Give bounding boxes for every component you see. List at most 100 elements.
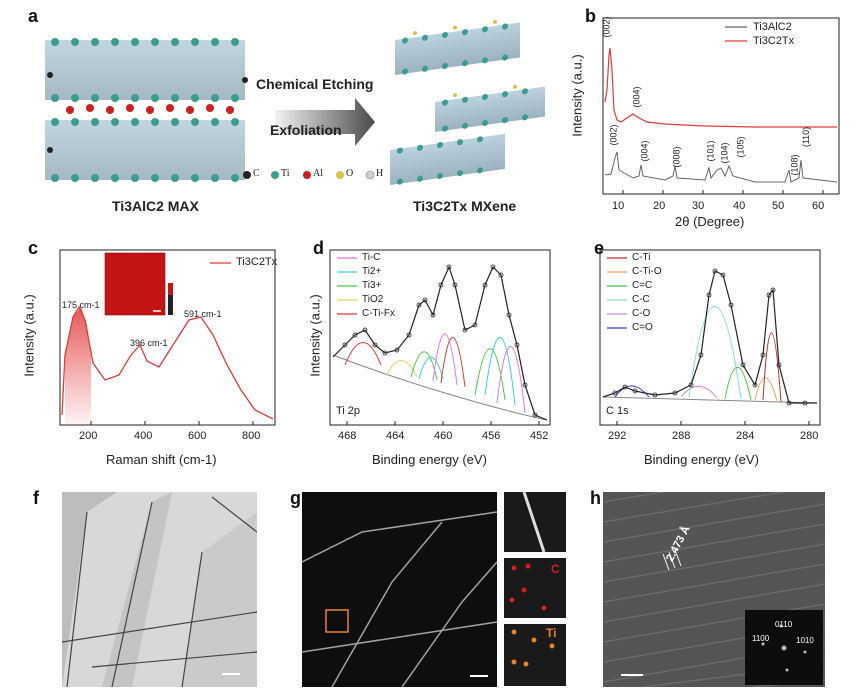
eds-map-c-label: C [551,562,560,576]
ti2p-legend-ti3: Ti3+ [362,280,382,291]
raman-peak-396: 396 cm-1 [130,338,168,348]
xrd-peak-mxene-004: (004) [631,86,642,108]
legend-ti: Ti [281,168,290,179]
raman-ylabel: Intensity (a.u.) [21,294,37,377]
raman-peak-591: 591 cm-1 [184,309,222,319]
hrtem-image-h [603,492,825,687]
raman-xtick-600: 600 [188,430,207,442]
panel-c-label: c [28,238,39,258]
c1s-xtick-292: 292 [608,430,627,442]
c1s-tag: C 1s [606,405,629,417]
ti2p-envelope [332,265,548,421]
c1s-xlabel: Binding energy (eV) [644,452,759,467]
fft-label-1100: 1100 [752,634,770,643]
fft-label-0110: 0110 [775,620,793,629]
legend-o: O [346,168,354,179]
panel-a-label: a [28,6,39,26]
max-material-label: Ti3AlC2 MAX [112,198,199,214]
stem-image-g [302,492,497,687]
c1s-legend-co: C-O [632,308,651,319]
eds-map-ti-label: Ti [546,626,557,640]
ti2p-component-ti2-2 [484,337,516,406]
c1s-component-ctio [754,377,778,402]
xrd-xtick-60: 60 [812,200,825,212]
ti2p-chart [329,249,551,426]
c1s-legend-cti: C-Ti [632,252,651,263]
c1s-component-cco [680,385,718,399]
ti2p-xtick-468: 468 [338,430,357,442]
c1s-xtick-284: 284 [736,430,755,442]
ti2p-component-ctifx [344,342,382,366]
panel-e-label: e [594,238,605,258]
xrd-peak-max-104: (104) [719,142,730,164]
xrd-xtick-40: 40 [733,200,746,212]
xrd-xtick-50: 50 [772,200,785,212]
legend-c: C [253,168,260,179]
ti2p-xtick-456: 456 [482,430,501,442]
xrd-xtick-20: 20 [653,200,666,212]
c1s-legend-cc: C-C [632,294,650,305]
raman-legend: Ti3C2Tx [236,256,278,268]
tem-image-f [62,492,257,687]
c1s-component-cti [762,332,782,403]
process-step-exfoliation: Exfoliation [270,122,342,138]
xrd-peak-max-004: (004) [639,140,650,162]
ti2p-xtick-464: 464 [386,430,405,442]
c1s-component-cce [724,366,752,401]
xrd-peak-max-008: (008) [671,146,682,168]
xrd-peak-max-002: (002) [608,124,619,146]
c1s-component-cc [688,306,742,400]
ti2p-legend-tic: Ti-C [362,252,381,263]
panel-h-label: h [590,488,601,508]
raman-peak-175: 175 cm-1 [62,300,100,310]
xrd-peak-mxene-002: (002) [601,16,612,38]
c1s-envelope [602,270,817,404]
ti2p-component-tic-3 [496,346,526,414]
panel-d-label: d [313,238,324,258]
xrd-chart [602,17,840,195]
xrd-peak-max-105: (105) [735,136,746,158]
ti2p-legend-ctifx: C-Ti-Fx [362,308,395,319]
xrd-peak-max-110: (110) [801,126,812,148]
ti2p-legend-tio2: TiO2 [362,294,384,305]
ti2p-background [332,354,548,421]
ti2p-component-tio2 [386,360,418,378]
ti2p-component-tic [432,333,458,386]
ti2p-ylabel: Intensity (a.u.) [307,294,323,377]
raman-series [61,305,274,420]
ti2p-frame [329,249,551,426]
ti2p-component-ti3 [410,351,438,381]
raman-xtick-800: 800 [242,430,261,442]
xrd-xtick-30: 30 [692,200,705,212]
fft-label-1010: 1010 [796,636,814,645]
ti2p-xlabel: Binding energy (eV) [372,452,487,467]
raman-map-inset [105,253,165,315]
xrd-frame [602,17,840,195]
xrd-xtick-10: 10 [612,200,625,212]
c1s-legend-cdo: C=O [632,322,653,333]
panel-g-label: g [290,488,301,508]
process-arrow [275,98,375,146]
panel-a-schematic [45,20,545,185]
xrd-xlabel: 2θ (Degree) [675,214,745,229]
xrd-peak-max-108: (108) [789,154,800,176]
max-crystal [45,38,248,182]
xrd-peak-max-101: (101) [705,140,716,162]
c1s-chart [599,249,821,426]
raman-frame [59,249,276,426]
c1s-xtick-280: 280 [800,430,819,442]
c1s-frame [599,249,821,426]
c1s-legend-ctio: C-Ti-O [632,266,662,277]
ti2p-legend-ti2: Ti2+ [362,266,382,277]
panel-b-label: b [585,6,596,26]
panel-f-label: f [33,488,39,508]
process-step-etching: Chemical Etching [256,76,374,92]
atom-legend [243,170,375,180]
eds-maps [504,492,566,686]
xrd-ylabel: Intensity (a.u.) [569,54,585,137]
ti2p-component-ctifx-2 [440,337,466,388]
raman-chart [59,249,276,426]
raman-xtick-200: 200 [79,430,98,442]
c1s-background [602,396,818,404]
raman-xlabel: Raman shift (cm-1) [106,452,217,467]
